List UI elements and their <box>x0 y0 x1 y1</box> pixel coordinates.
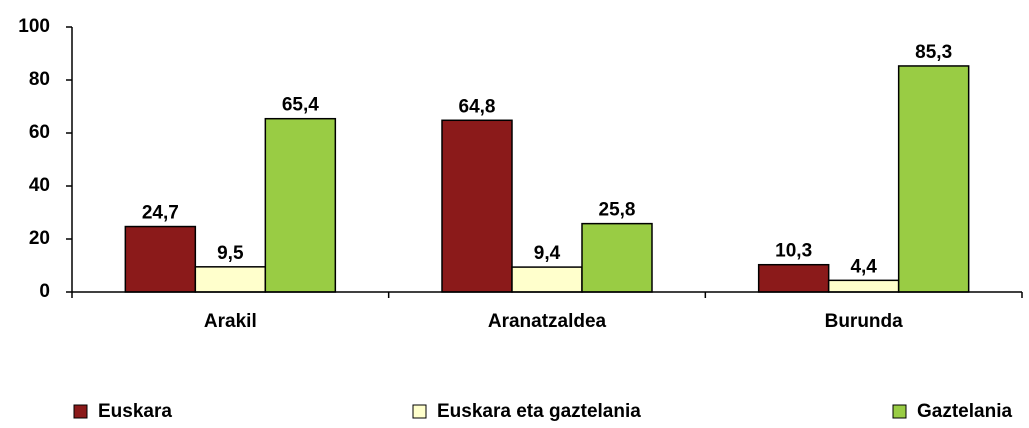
value-label: 64,8 <box>459 96 496 117</box>
value-label: 65,4 <box>282 95 319 116</box>
value-label: 24,7 <box>142 203 179 224</box>
value-label: 9,4 <box>534 243 561 264</box>
bar <box>581 222 653 293</box>
y-tick-label: 20 <box>29 228 50 249</box>
legend-swatch <box>412 404 427 419</box>
bar <box>194 266 267 293</box>
y-tick-label: 60 <box>29 122 50 143</box>
x-tick-label: Aranatzaldea <box>488 311 607 332</box>
bar <box>511 266 583 293</box>
legend-label: Euskara <box>98 401 172 422</box>
value-label: 25,8 <box>599 200 636 221</box>
legend-label: Euskara eta gaztelania <box>437 401 641 422</box>
bar <box>264 117 337 293</box>
bar <box>897 65 970 293</box>
value-label: 85,3 <box>915 42 952 63</box>
y-tick-label: 40 <box>29 175 50 196</box>
legend-swatch <box>73 404 88 419</box>
x-tick-label: Arakil <box>204 311 257 332</box>
value-label: 4,4 <box>850 256 877 277</box>
y-tick-label: 0 <box>39 281 50 302</box>
y-tick-label: 100 <box>18 16 50 37</box>
value-label: 10,3 <box>775 241 812 262</box>
value-label: 9,5 <box>217 243 244 264</box>
bar <box>757 263 830 293</box>
bar <box>441 119 513 293</box>
x-tick-label: Burunda <box>825 311 904 332</box>
legend-swatch <box>892 404 907 419</box>
legend-label: Gaztelania <box>917 401 1012 422</box>
y-tick-label: 80 <box>29 69 50 90</box>
bar <box>124 225 197 293</box>
bar <box>827 279 900 293</box>
